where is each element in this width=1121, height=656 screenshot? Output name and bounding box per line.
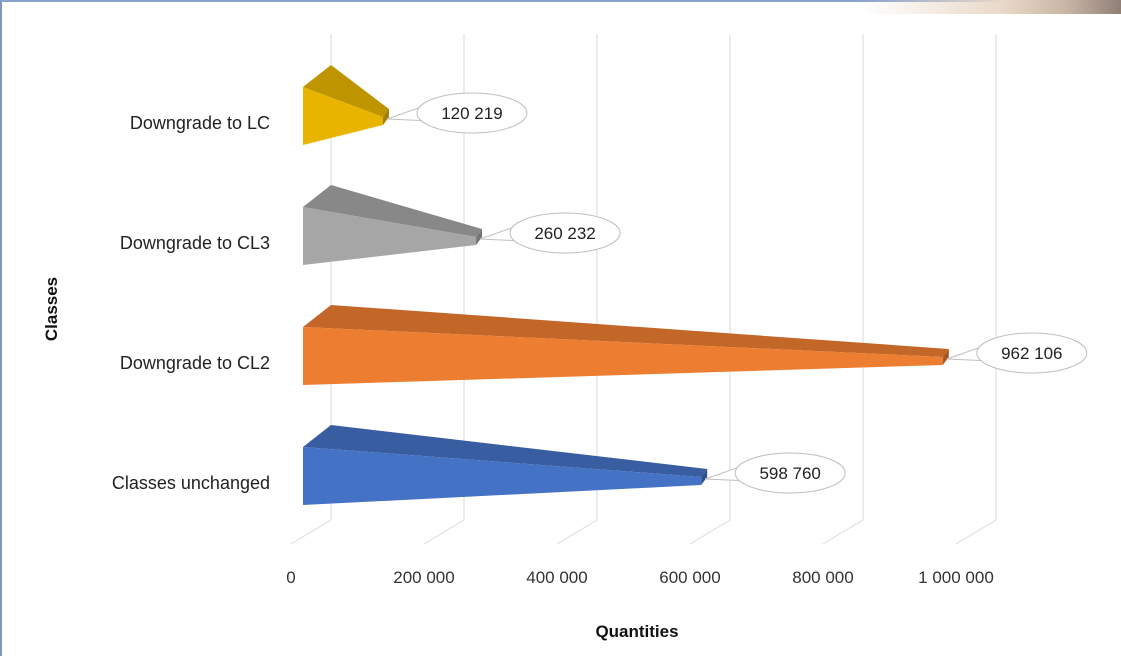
- x-tick-label: 400 000: [526, 568, 587, 587]
- gridline-floor: [290, 519, 332, 545]
- bars-layer: [303, 65, 949, 505]
- data-label: 962 106: [1001, 344, 1062, 363]
- x-axis-title: Quantities: [595, 622, 678, 641]
- data-label: 120 219: [441, 104, 502, 123]
- bar: [303, 207, 477, 265]
- y-category-label: Downgrade to LC: [130, 113, 270, 133]
- bar-top-face: [303, 65, 389, 117]
- x-tick-label: 1 000 000: [918, 568, 994, 587]
- x-tick-label: 600 000: [659, 568, 720, 587]
- bar-end-face: [382, 109, 389, 125]
- gridline-floor: [689, 519, 731, 545]
- bar: [303, 447, 702, 505]
- bar-top-face: [303, 305, 949, 357]
- bar-top-face: [303, 185, 483, 237]
- bar-top-face: [303, 425, 708, 477]
- labels-layer: 0 200 000 400 000 600 000 800 000 1 000 000 Do…: [112, 92, 1088, 587]
- bar-end-face: [701, 469, 708, 485]
- data-label: 598 760: [759, 464, 820, 483]
- data-label-bubble: [976, 332, 1088, 374]
- data-label: 260 232: [534, 224, 595, 243]
- y-category-label: Downgrade to CL2: [120, 353, 270, 373]
- bar: [303, 327, 943, 385]
- gridline-floor: [556, 519, 598, 545]
- y-category-label: Classes unchanged: [112, 473, 270, 493]
- data-label-bubble: [509, 212, 621, 254]
- bar: [303, 87, 383, 145]
- x-tick-label: 0: [286, 568, 295, 587]
- corner-decoration: [861, 0, 1121, 14]
- gridline-floor: [955, 519, 997, 545]
- x-tick-label: 200 000: [393, 568, 454, 587]
- y-axis-title: Classes: [42, 277, 61, 341]
- data-label-bubble: [416, 92, 528, 134]
- gridline-floor: [822, 519, 864, 545]
- x-tick-label: 800 000: [792, 568, 853, 587]
- bar-end-face: [476, 229, 483, 245]
- y-category-label: Downgrade to CL3: [120, 233, 270, 253]
- gridline-floor: [423, 519, 465, 545]
- bar-end-face: [942, 349, 949, 365]
- data-label-bubble: [734, 452, 846, 494]
